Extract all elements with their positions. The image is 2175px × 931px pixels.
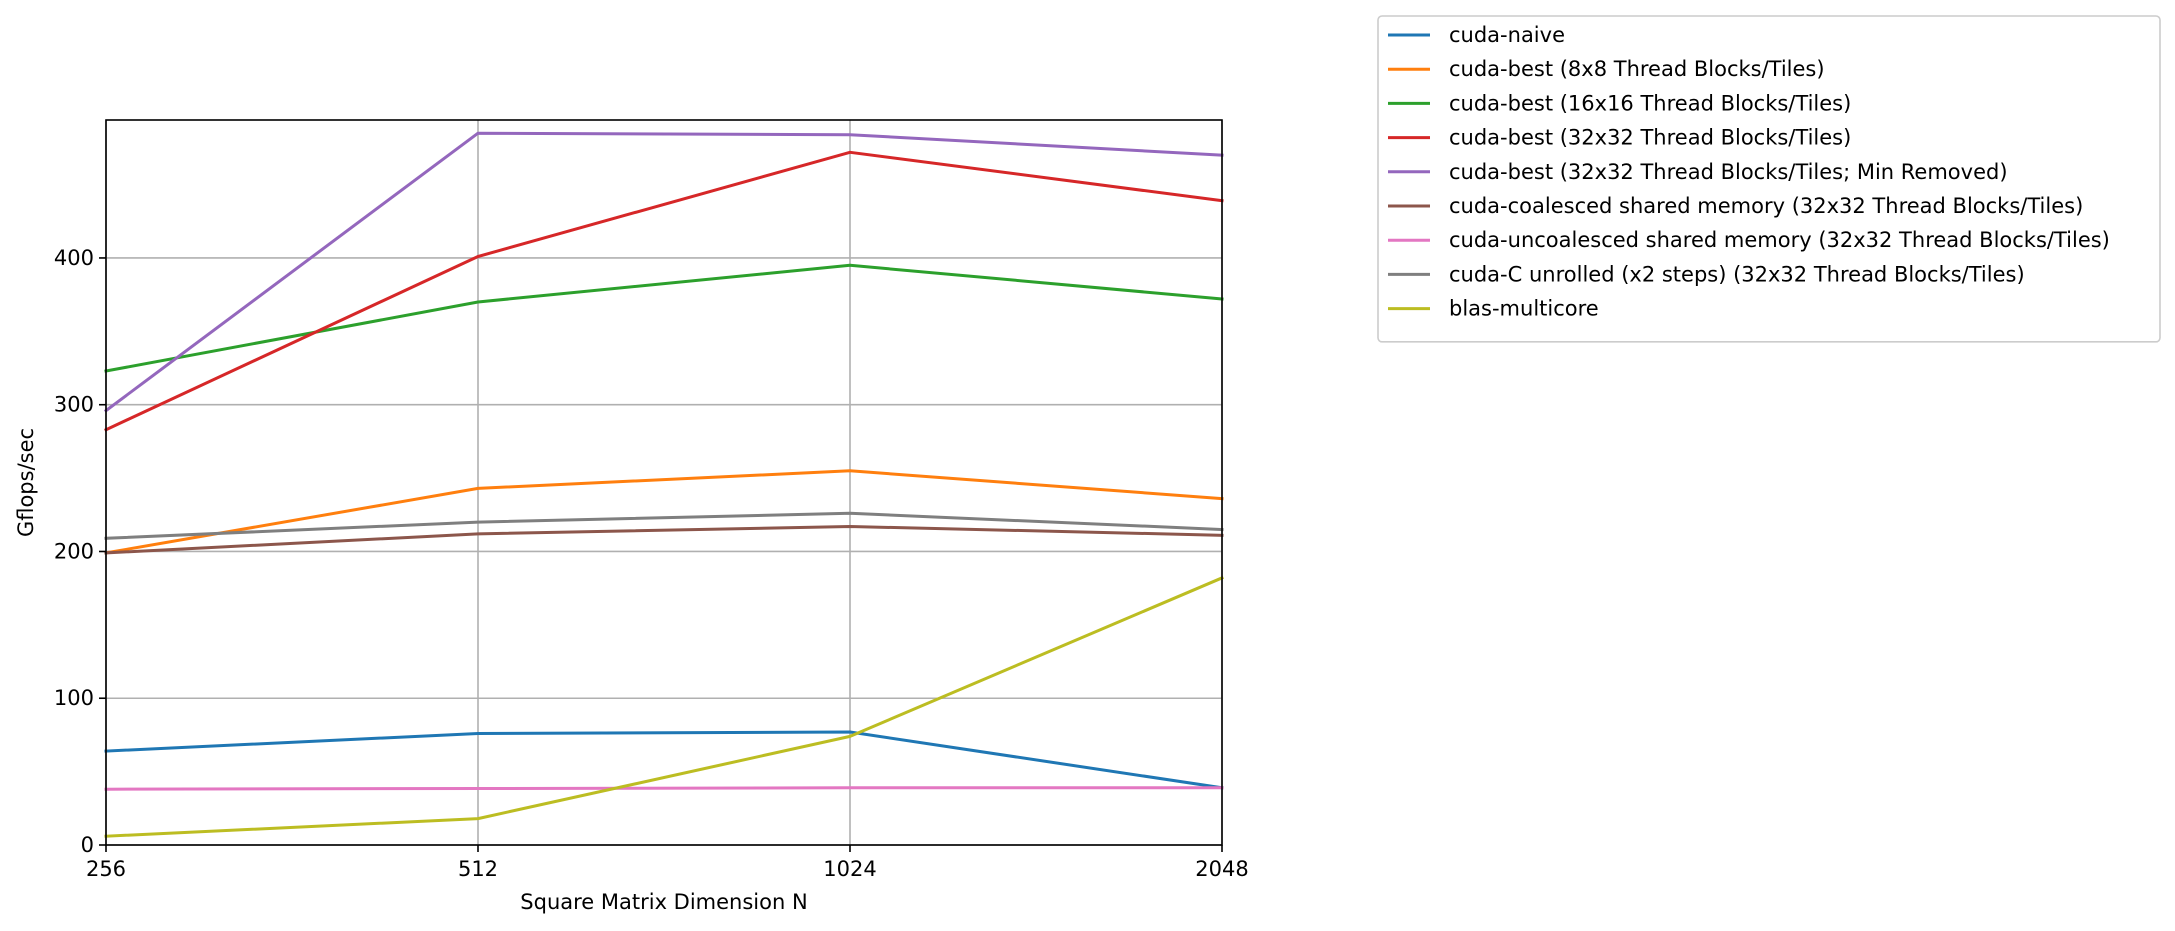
y-tick-label: 100 xyxy=(54,686,94,710)
legend-label: cuda-C unrolled (x2 steps) (32x32 Thread… xyxy=(1449,262,2025,286)
x-tick-label: 256 xyxy=(86,857,126,881)
legend-label: cuda-uncoalesced shared memory (32x32 Th… xyxy=(1449,228,2110,252)
series-line-9 xyxy=(104,575,1224,838)
grid xyxy=(105,120,1223,846)
series-line-7 xyxy=(104,786,1224,791)
legend-frame xyxy=(1377,15,2161,343)
series-lines xyxy=(103,131,1224,838)
y-tick-label: 0 xyxy=(81,833,94,857)
series-line-2 xyxy=(104,469,1224,555)
legend-label: cuda-coalesced shared memory (32x32 Thre… xyxy=(1449,194,2083,218)
y-tick-label: 200 xyxy=(54,539,94,563)
y-axis-label: Gflops/sec xyxy=(14,428,38,537)
x-tick-label: 512 xyxy=(458,857,498,881)
plot-area-frame xyxy=(105,119,1223,846)
series-line-5 xyxy=(103,131,1224,413)
y-tick-label: 300 xyxy=(54,393,94,417)
series-line-1 xyxy=(104,730,1224,790)
axis-ticks: 256 512 1024 2048 0 100 200 300 400 xyxy=(54,246,1249,881)
legend-label: blas-multicore xyxy=(1449,297,1599,321)
series-line-3 xyxy=(104,263,1224,373)
x-tick-label: 2048 xyxy=(1195,857,1248,881)
series-line-4 xyxy=(104,150,1224,432)
legend-label: cuda-best (32x32 Thread Blocks/Tiles) xyxy=(1449,126,1851,150)
legend-label: cuda-best (32x32 Thread Blocks/Tiles; Mi… xyxy=(1449,160,2008,184)
legend-label: cuda-best (16x16 Thread Blocks/Tiles) xyxy=(1449,91,1851,115)
x-tick-label: 1024 xyxy=(823,857,876,881)
legend-items: cuda-naive cuda-best (8x8 Thread Blocks/T… xyxy=(1388,23,2110,321)
y-tick-label: 400 xyxy=(54,246,94,270)
x-axis-label: Square Matrix Dimension N xyxy=(520,890,807,914)
series-line-8 xyxy=(104,511,1224,540)
legend-label: cuda-best (8x8 Thread Blocks/Tiles) xyxy=(1449,57,1825,81)
legend: cuda-naive cuda-best (8x8 Thread Blocks/T… xyxy=(1377,15,2161,343)
series-line-6 xyxy=(104,525,1224,555)
legend-label: cuda-naive xyxy=(1449,23,1565,47)
